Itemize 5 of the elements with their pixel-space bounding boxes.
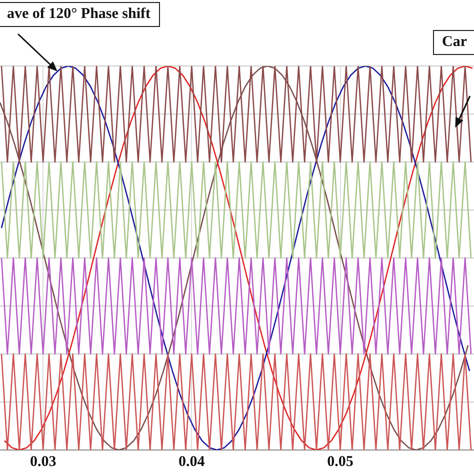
x-tick-label: 0.05 [327,454,354,470]
text: Car [433,30,474,55]
x-tick-label: 0.04 [178,454,206,470]
x-tick-label: 0.03 [30,454,56,470]
text: ave of 120° Phase shift [0,2,160,27]
